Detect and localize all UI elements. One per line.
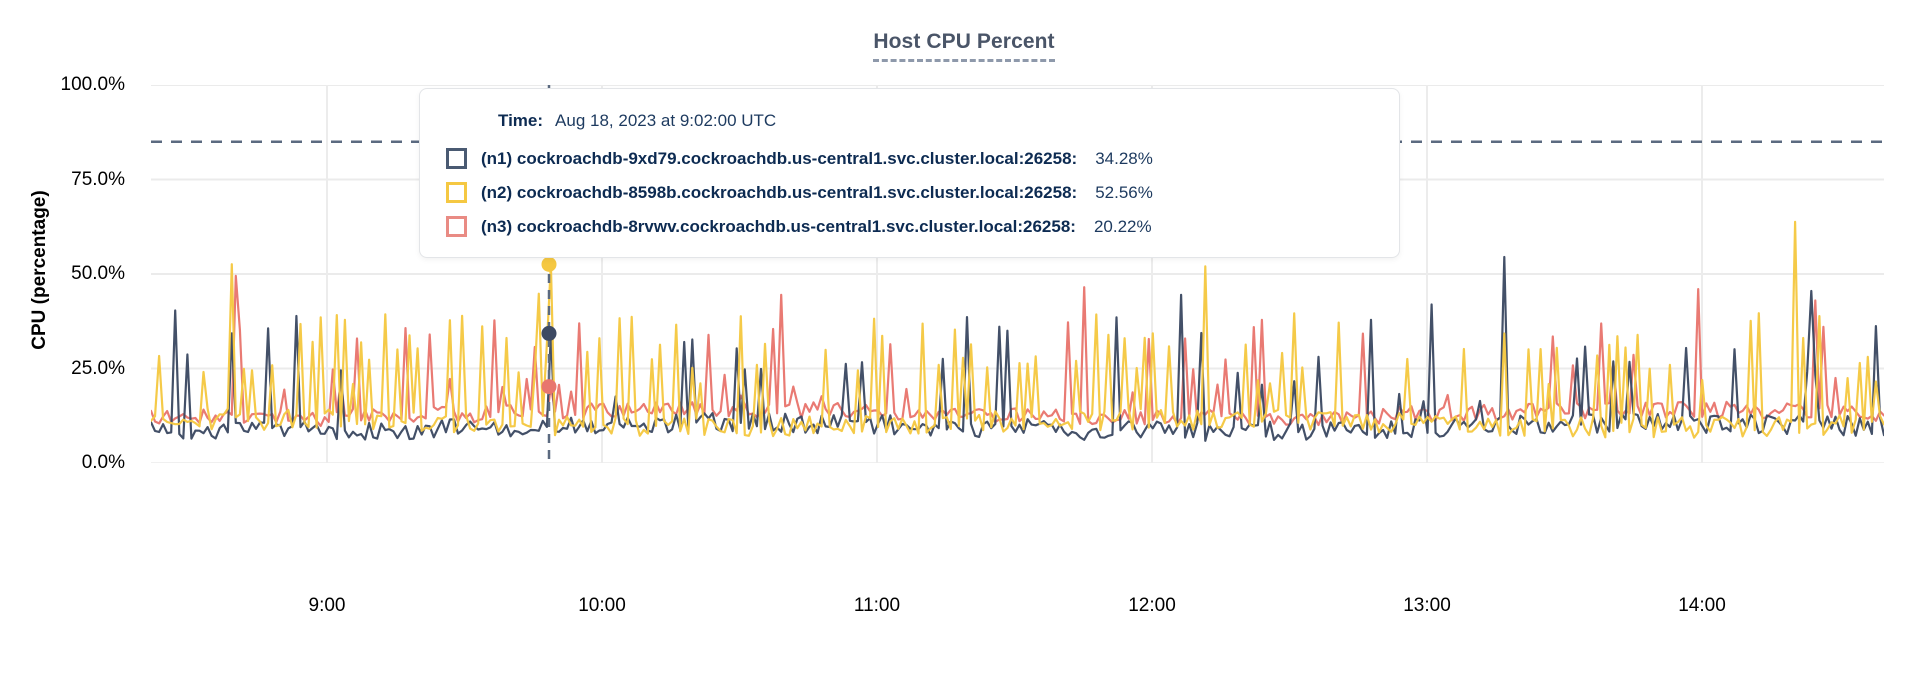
series-color-swatch-icon xyxy=(446,148,467,169)
x-tick-label: 14:00 xyxy=(1678,595,1726,616)
tooltip-series-name: (n3) cockroachdb-8rvwv.cockroachdb.us-ce… xyxy=(481,216,1076,236)
tooltip-series-list: (n1) cockroachdb-9xd79.cockroachdb.us-ce… xyxy=(446,148,1373,237)
tooltip-series-value: 20.22% xyxy=(1093,216,1152,236)
y-tick-label: 50.0% xyxy=(71,263,125,284)
chart-title-text: Host CPU Percent xyxy=(873,30,1055,62)
x-tick-label: 12:00 xyxy=(1128,595,1176,616)
tooltip-series-value: 52.56% xyxy=(1095,182,1153,202)
series-line-n1 xyxy=(151,255,1884,442)
series-color-swatch-icon xyxy=(446,216,467,237)
y-axis: CPU (percentage) 0.0% 25.0% 50.0% 75.0% 100.… xyxy=(0,74,140,473)
y-tick-label: 0.0% xyxy=(81,452,125,473)
highlighted-point-marker xyxy=(541,379,557,395)
chart-title: Host CPU Percent xyxy=(0,30,1928,62)
y-tick-label: 100.0% xyxy=(60,74,125,95)
y-tick-label: 25.0% xyxy=(71,357,125,379)
y-axis-title: CPU (percentage) xyxy=(29,190,50,350)
chart-tooltip: Time: Aug 18, 2023 at 9:02:00 UTC (n1) c… xyxy=(419,88,1400,258)
tooltip-time-label: Time: xyxy=(498,111,544,130)
tooltip-series-row: (n1) cockroachdb-9xd79.cockroachdb.us-ce… xyxy=(446,148,1373,169)
x-tick-label: 13:00 xyxy=(1403,595,1451,616)
series-color-swatch-icon xyxy=(446,182,467,203)
series-line-n2 xyxy=(151,220,1884,439)
tooltip-series-name: (n2) cockroachdb-8598b.cockroachdb.us-ce… xyxy=(481,182,1078,202)
y-tick-label: 75.0% xyxy=(71,168,125,190)
tooltip-series-name: (n1) cockroachdb-9xd79.cockroachdb.us-ce… xyxy=(481,148,1078,168)
x-axis: 9:00 10:00 11:00 12:00 13:00 14:00 xyxy=(151,595,1884,625)
tooltip-series-value: 34.28% xyxy=(1095,148,1153,168)
tooltip-series-row: (n2) cockroachdb-8598b.cockroachdb.us-ce… xyxy=(446,182,1373,203)
highlighted-point-marker xyxy=(541,325,557,341)
x-tick-label: 9:00 xyxy=(308,595,346,616)
tooltip-time-value: Aug 18, 2023 at 9:02:00 UTC xyxy=(555,111,777,130)
series-line-n3 xyxy=(151,274,1884,427)
tooltip-time-row: Time: Aug 18, 2023 at 9:02:00 UTC xyxy=(446,111,1373,131)
x-tick-label: 10:00 xyxy=(578,595,626,616)
tooltip-series-row: (n3) cockroachdb-8rvwv.cockroachdb.us-ce… xyxy=(446,216,1373,237)
highlighted-point-marker xyxy=(541,256,557,272)
x-tick-label: 11:00 xyxy=(853,595,901,616)
